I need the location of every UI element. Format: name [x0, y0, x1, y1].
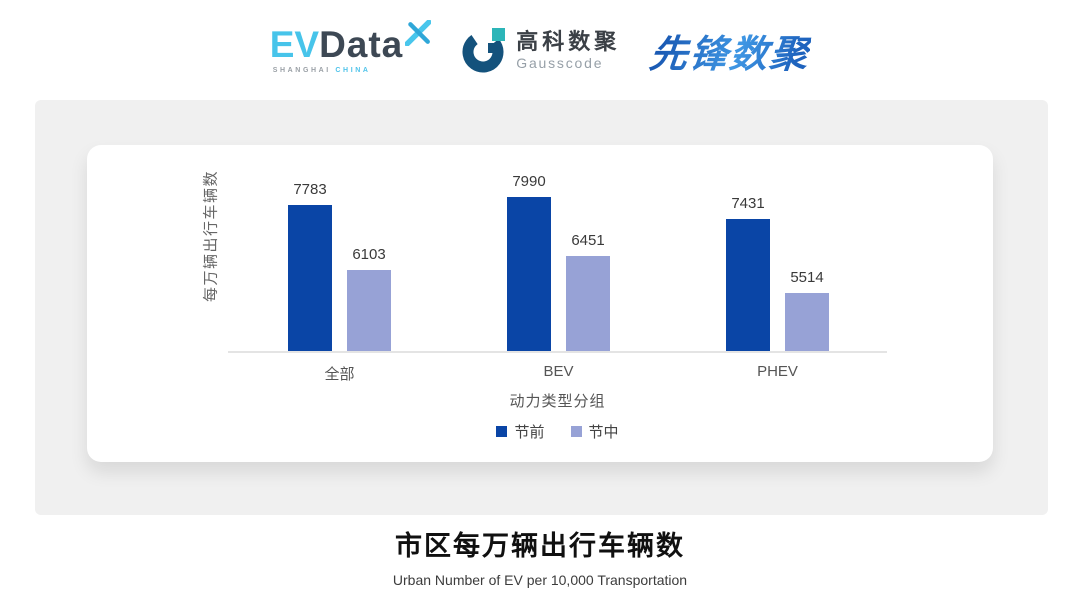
- legend-label: 节中: [588, 424, 619, 441]
- legend-swatch: [570, 426, 582, 437]
- page-title: 市区每万辆出行车辆数: [395, 531, 685, 561]
- bar-节前-PHEV[interactable]: [726, 219, 770, 351]
- x-axis-label: 动力类型分组: [509, 393, 606, 410]
- header: EV Data SHANGHAI CHINA 高科数聚 Gausscode 先锋数…: [0, 0, 1080, 100]
- bar-节前-BEV[interactable]: [507, 197, 551, 351]
- evdata-wordmark: EV Data: [269, 20, 432, 65]
- x-spark-icon: [405, 20, 432, 46]
- bar-节中-BEV[interactable]: [566, 256, 610, 351]
- page-subtitle: Urban Number of EV per 10,000 Transporta…: [392, 572, 688, 588]
- bar-节前-全部[interactable]: [288, 205, 332, 351]
- evdata-logo: EV Data SHANGHAI CHINA: [269, 20, 432, 74]
- chart-panel: 每万辆出行车辆数 7783 6103 全部 7990 6451 BEV 7431 5514 PH…: [35, 100, 1048, 515]
- bar-节中-PHEV[interactable]: [785, 293, 829, 351]
- legend: 节前 节中: [228, 421, 887, 442]
- x-tick-PHEV: PHEV: [757, 363, 798, 380]
- bar-value-label: 7783: [293, 181, 327, 198]
- chart-card: 每万辆出行车辆数 7783 6103 全部 7990 6451 BEV 7431 5514 PH…: [87, 145, 993, 462]
- gausscode-text: 高科数聚 Gausscode: [516, 29, 620, 71]
- x-tick-BEV: BEV: [543, 363, 574, 380]
- legend-item-节前[interactable]: 节前: [496, 421, 545, 442]
- legend-swatch: [496, 426, 508, 437]
- bar-节中-全部[interactable]: [347, 270, 391, 351]
- bar-value-label: 6451: [571, 232, 605, 249]
- footer: 市区每万辆出行车辆数 Urban Number of EV per 10,000…: [0, 524, 1080, 588]
- gausscode-logo: 高科数聚 Gausscode: [461, 27, 620, 73]
- evdata-ev-text: EV: [269, 24, 320, 65]
- evdata-tagline: SHANGHAI CHINA: [270, 67, 432, 74]
- bar-value-label: 7990: [512, 173, 546, 190]
- legend-label: 节前: [514, 424, 545, 441]
- pioneer-logo: 先锋数聚: [647, 23, 813, 78]
- gausscode-cn: 高科数聚: [516, 28, 621, 54]
- legend-item-节中[interactable]: 节中: [570, 421, 619, 442]
- g-ring-icon: [462, 28, 506, 73]
- x-tick-全部: 全部: [324, 366, 355, 383]
- evdata-tagline-right: CHINA: [335, 67, 371, 74]
- evdata-data-text: Data: [319, 24, 404, 65]
- x-axis-line: [228, 351, 887, 353]
- y-axis-label: 每万辆出行车辆数: [202, 169, 220, 303]
- gausscode-en: Gausscode: [516, 55, 604, 72]
- evdata-tagline-left: SHANGHAI: [272, 67, 331, 74]
- bar-value-label: 6103: [352, 246, 386, 263]
- bar-value-label: 7431: [731, 195, 765, 212]
- plot-area: 7783 6103 全部 7990 6451 BEV 7431 5514 PHEV: [228, 145, 887, 383]
- bar-value-label: 5514: [790, 269, 824, 286]
